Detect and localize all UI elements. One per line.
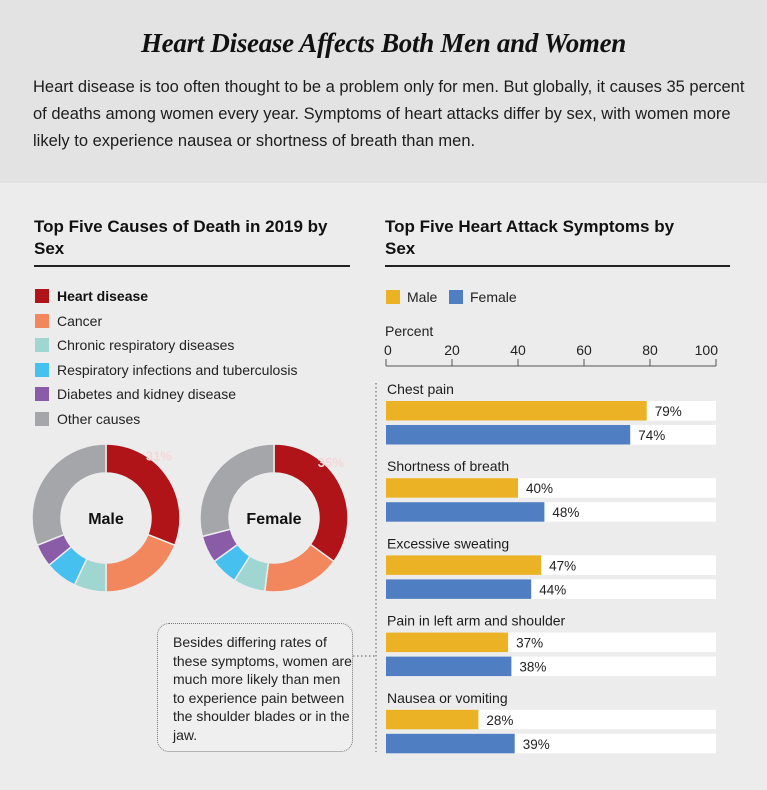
x-tick-label: 20 (444, 342, 460, 358)
bar-value-label-female: 44% (539, 582, 566, 597)
bar-value-label-male: 79% (655, 404, 682, 419)
donut-female-slice-chronic (233, 554, 270, 593)
donut-male-slice-cancer (105, 533, 176, 593)
bar-male (386, 555, 542, 575)
bar-value-label-female: 39% (523, 737, 550, 752)
category-label: Nausea or vomiting (387, 690, 508, 706)
donut-female-slice-heart (273, 443, 349, 563)
donut-male-slice-chronic (73, 557, 107, 593)
legend-label-chronic: Chronic respiratory diseases (57, 337, 235, 353)
legend-female: Female (449, 289, 517, 305)
x-tick-label: 80 (642, 342, 658, 358)
bar-track (386, 632, 716, 653)
bar-value-label-female: 74% (638, 428, 665, 443)
x-tick-label: 60 (576, 342, 592, 358)
bar-value-label-male: 47% (549, 558, 576, 573)
bar-track (386, 555, 716, 575)
donut-female-slice-other (199, 443, 275, 538)
x-tick-label: 0 (384, 342, 392, 358)
donut-male-slice-heart (105, 443, 181, 547)
bar-track (386, 656, 716, 677)
legend-male-swatch (386, 290, 400, 304)
legend-swatch-heart (35, 289, 49, 303)
bar-female (386, 733, 515, 754)
legend-swatch-cancer (35, 313, 49, 328)
intro-text: Heart disease is too often thought to be… (33, 78, 745, 150)
causes-title-rule (34, 265, 350, 267)
bar-female (386, 579, 532, 599)
donut-male-slice-other (31, 443, 107, 547)
bar-female (386, 425, 631, 445)
legend-male-label: Male (407, 289, 438, 305)
donut-female-slice-respinf (213, 543, 251, 582)
symptoms-chart-title: Top Five Heart Attack Symptoms by Sex (385, 217, 675, 258)
bar-male (386, 478, 518, 498)
bar-male (386, 709, 479, 730)
page-title: Heart Disease Affects Both Men and Women (140, 28, 627, 58)
bar-value-label-female: 38% (519, 660, 546, 675)
bar-track (386, 733, 716, 754)
category-label: Pain in left arm and shoulder (387, 613, 566, 629)
donut-female-heart-pct: 35% (318, 455, 344, 470)
symptoms-title-rule (385, 265, 730, 267)
legend-label-cancer: Cancer (57, 312, 103, 329)
x-tick-label: 100 (695, 342, 719, 358)
bar-male (386, 632, 509, 653)
donut-male-heart-pct: 31% (146, 448, 172, 463)
legend-item-cancer: Cancer (35, 313, 102, 329)
donut-female-slice-cancer (263, 543, 335, 593)
legend-label-diabetes: Diabetes and kidney disease (57, 386, 237, 402)
donut-female-slice-diabetes (201, 528, 239, 563)
bar-track (386, 425, 716, 445)
legend-item-respinf: Respiratory infections and tuberculosis (35, 362, 297, 378)
category-label: Shortness of breath (387, 458, 509, 474)
header-panel: Heart Disease Affects Both Men and Women… (0, 0, 767, 183)
legend-swatch-other (35, 411, 49, 426)
donut-female-center-label: Female (246, 511, 301, 528)
callout-note: Besides differing rates of these symptom… (157, 623, 353, 752)
causes-chart-title: Top Five Causes of Death in 2019 by Sex (34, 217, 328, 258)
legend-swatch-respinf (35, 362, 49, 377)
legend-label-heart: Heart disease (57, 288, 149, 304)
donut-male-hole (61, 473, 151, 563)
donut-male-slice-diabetes (36, 533, 73, 567)
legend-male: Male (386, 289, 437, 305)
legend-label-other: Other causes (57, 410, 141, 427)
legend-female-label: Female (470, 289, 517, 305)
bar-track (386, 709, 716, 730)
bar-female (386, 656, 512, 677)
legend-swatch-diabetes (35, 387, 49, 401)
donut-male-slice-respinf (47, 545, 88, 586)
bar-male (386, 401, 647, 421)
legend-item-other: Other causes (35, 411, 140, 427)
legend-item-chronic: Chronic respiratory diseases (35, 337, 234, 353)
bar-value-label-male: 40% (526, 481, 553, 496)
donut-male-center-label: Male (88, 511, 124, 528)
legend-item-heart: Heart disease (35, 288, 148, 304)
legend-item-diabetes: Diabetes and kidney disease (35, 386, 236, 402)
bar-track (386, 579, 716, 599)
legend-female-swatch (449, 290, 463, 304)
bar-track (386, 478, 716, 498)
x-axis-title: Percent (385, 323, 434, 339)
category-label: Chest pain (387, 381, 454, 397)
x-tick-label: 40 (510, 342, 526, 358)
bar-track (386, 401, 716, 421)
bar-track (386, 502, 716, 522)
bar-value-label-male: 37% (516, 636, 543, 651)
bar-female (386, 502, 545, 522)
category-label: Excessive sweating (387, 535, 509, 551)
bar-value-label-male: 28% (486, 713, 513, 728)
bar-value-label-female: 48% (552, 505, 579, 520)
legend-swatch-chronic (35, 338, 49, 352)
donut-female-hole (229, 473, 319, 563)
legend-label-respinf: Respiratory infections and tuberculosis (57, 361, 298, 378)
